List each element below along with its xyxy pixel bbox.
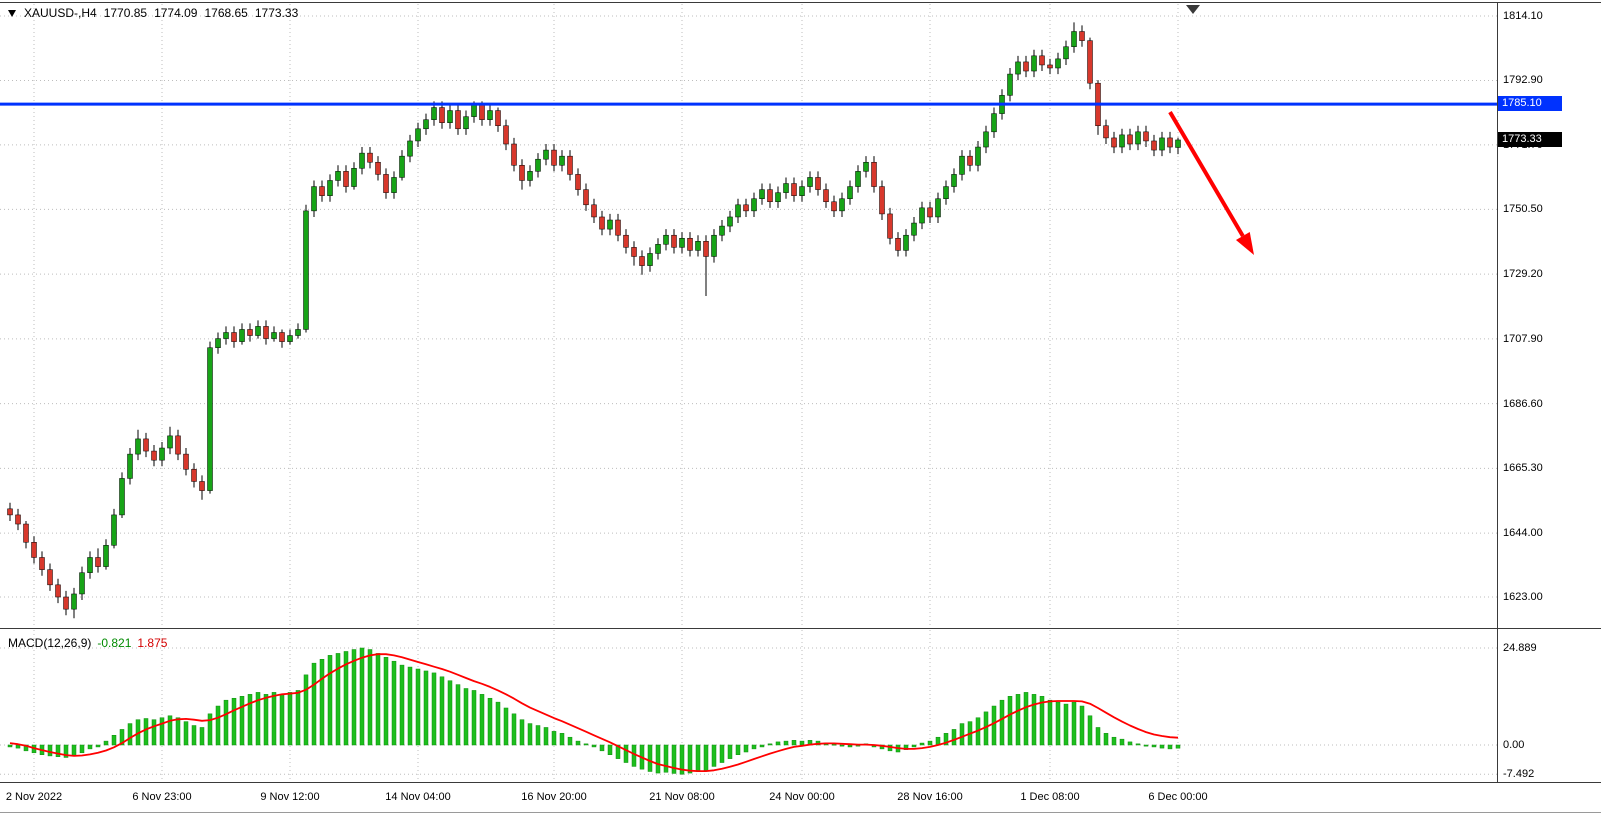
time-axis-label: 28 Nov 16:00: [897, 791, 963, 803]
price-axis[interactable]: 1814.101792.901771.701750.501729.201707.…: [1497, 0, 1601, 628]
time-axis-label: 16 Nov 20:00: [521, 791, 587, 803]
time-axis[interactable]: 2 Nov 2022 6 Nov 23:00 9 Nov 12:00 14 Nov 0…: [0, 788, 1497, 808]
time-axis-label: 21 Nov 08:00: [649, 791, 715, 803]
macd-histogram: [7, 647, 1181, 775]
ohlc-close: 1773.33: [254, 6, 299, 20]
time-axis-label: 1 Dec 08:00: [1020, 791, 1080, 803]
macd-signal-line: [9, 653, 1179, 773]
price-axis-label: 1623.00: [1503, 591, 1543, 603]
macd-header: MACD(12,26,9) -0.821 1.875: [8, 636, 167, 650]
main-macd-separator[interactable]: [0, 628, 1601, 629]
top-border: [0, 2, 1601, 3]
time-axis-label: 6 Dec 00:00: [1148, 791, 1208, 803]
bottom-border: [0, 812, 1601, 813]
ohlc-high: 1774.09: [154, 6, 198, 20]
macd-main-value: -0.821: [97, 636, 132, 650]
hline-price-tag: 1785.10: [1498, 96, 1562, 112]
macd-axis-label: 0.00: [1503, 739, 1525, 751]
chart-shift-marker-icon: [1186, 5, 1200, 14]
grid: [0, 4, 1497, 628]
macd-axis[interactable]: 24.889 0.00 -7.492: [1497, 630, 1601, 782]
time-axis-label: 6 Nov 23:00: [132, 791, 192, 803]
price-axis-label: 1644.00: [1503, 527, 1543, 540]
macd-signal-value: 1.875: [137, 636, 168, 650]
price-axis-label: 1707.90: [1503, 332, 1543, 345]
time-axis-label: 14 Nov 04:00: [385, 791, 451, 803]
macd-timeaxis-separator: [0, 782, 1601, 783]
chart-header: XAUUSD-,H4 1770.85 1774.09 1768.65 1773.…: [8, 6, 298, 20]
macd-label: MACD(12,26,9): [8, 636, 92, 650]
price-chart-canvas[interactable]: [0, 0, 1601, 628]
ohlc-low: 1768.65: [204, 6, 248, 20]
price-axis-label: 1814.10: [1503, 10, 1543, 22]
macd-panel-canvas[interactable]: [0, 630, 1601, 782]
last-price-tag: 1773.33: [1498, 131, 1562, 147]
ohlc-open: 1770.85: [103, 6, 148, 20]
candles: [7, 22, 1181, 619]
time-axis-label: 24 Nov 00:00: [769, 791, 835, 803]
price-axis-label: 1729.20: [1503, 268, 1543, 281]
price-axis-label: 1686.60: [1503, 397, 1543, 410]
price-axis-label: 1665.30: [1503, 462, 1543, 475]
arrow-annotation[interactable]: [1168, 111, 1254, 255]
macd-axis-label: 24.889: [1503, 642, 1537, 654]
macd-axis-label: -7.492: [1503, 768, 1535, 781]
price-axis-label: 1750.50: [1503, 203, 1543, 216]
time-axis-label: 2 Nov 2022: [5, 791, 63, 803]
symbol-period-label: XAUUSD-,H4: [24, 6, 97, 20]
price-axis-border: [1497, 2, 1498, 782]
price-axis-label: 1792.90: [1503, 74, 1543, 87]
time-axis-label: 9 Nov 12:00: [260, 791, 320, 803]
symbol-dropdown-icon[interactable]: [8, 9, 16, 17]
